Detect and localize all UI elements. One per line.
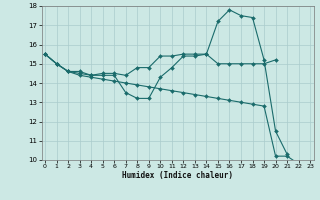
X-axis label: Humidex (Indice chaleur): Humidex (Indice chaleur): [122, 171, 233, 180]
